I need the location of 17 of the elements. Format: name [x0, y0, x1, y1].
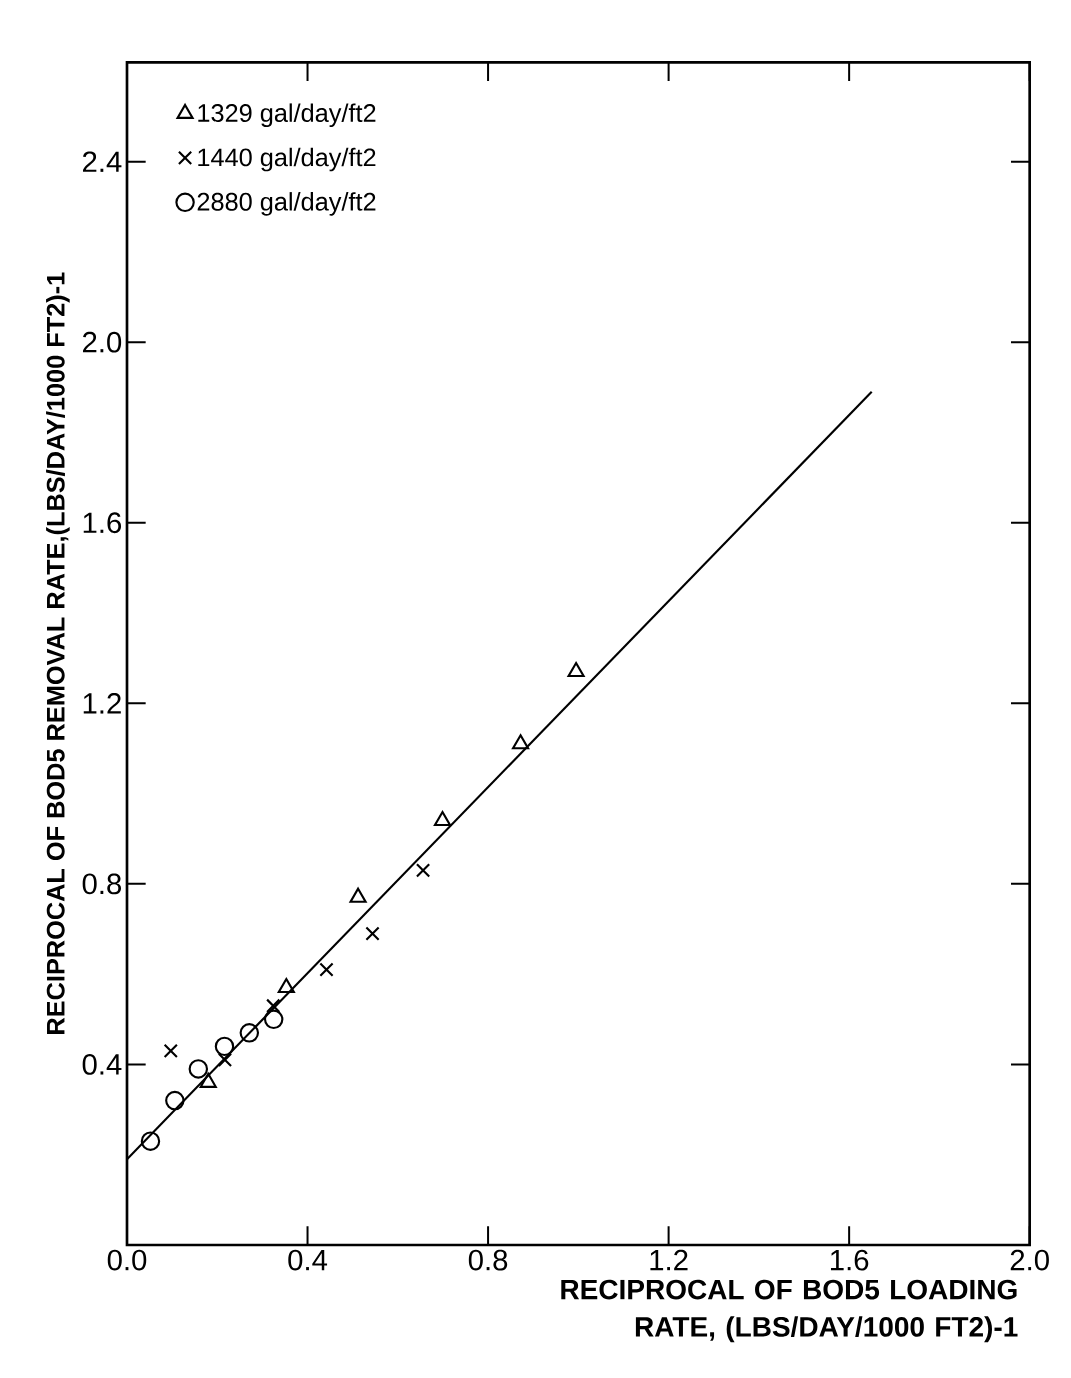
x-tick-label: 0.4: [288, 1249, 328, 1271]
legend-label: 1329 gal/day/ft2: [198, 103, 376, 127]
y-tick-label: 1.2: [83, 693, 121, 714]
y-tick-label: 1.6: [83, 512, 122, 534]
x-tick-label: 0.8: [468, 1249, 508, 1271]
x-tick-label: 1.2: [650, 1249, 688, 1271]
y-tick-label: 2.4: [83, 151, 122, 172]
y-axis-title: RECIPROCAL OF BOD5 REMOVAL RATE,(LBS/DAY/1000 FT2)-1: [46, 272, 70, 1034]
x-axis-title: RECIPROCAL OF BOD5 LOADING RATE, (LBS/DAY/1000 FT2)-1: [561, 1279, 1018, 1343]
x-tick-label: 2.0: [1010, 1249, 1049, 1271]
y-tick-label: 0.8: [82, 873, 122, 895]
legend-label: 2880 gal/day/ft2: [197, 192, 376, 216]
y-tick-label: 0.4: [82, 1054, 122, 1075]
x-tick-label: 1.6: [830, 1249, 869, 1271]
legend-label: 1440 gal/day/ft2: [198, 147, 376, 172]
x-tick-label: 0.0: [107, 1249, 147, 1271]
y-tick-label: 2.0: [83, 331, 122, 353]
